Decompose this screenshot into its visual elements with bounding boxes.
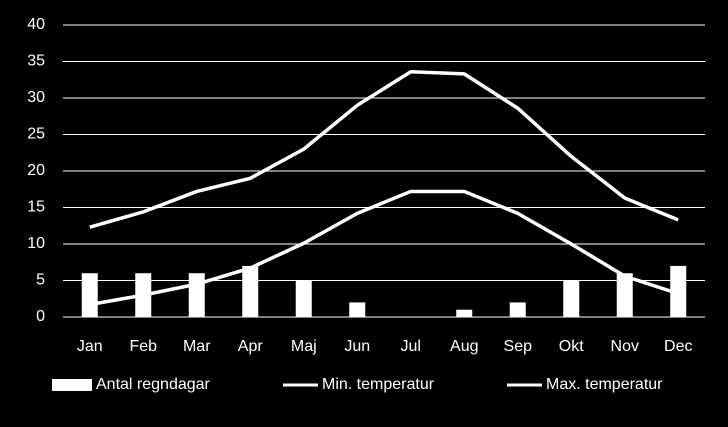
x-tick-label: Jun	[344, 338, 370, 355]
y-tick-label: 35	[27, 53, 45, 70]
x-tick-label: Feb	[129, 338, 157, 355]
x-tick-label: Maj	[291, 338, 317, 355]
bar	[188, 273, 205, 317]
x-tick-label: Nov	[611, 338, 639, 355]
bar	[616, 273, 633, 317]
bar	[242, 265, 259, 317]
y-tick-label: 40	[27, 16, 45, 33]
x-tick-label: Apr	[238, 338, 264, 355]
bar	[563, 280, 580, 317]
bar	[509, 302, 526, 317]
bar	[295, 280, 312, 317]
line	[89, 189, 679, 307]
y-tick-label: 0	[36, 308, 45, 325]
x-tick-label: Okt	[559, 338, 584, 355]
line	[89, 69, 679, 229]
bar	[81, 273, 98, 317]
bar	[349, 302, 366, 317]
y-tick-label: 20	[27, 162, 45, 179]
legend-label: Max. temperatur	[546, 376, 663, 393]
x-tick-label: Mar	[183, 338, 211, 355]
bar	[670, 265, 687, 317]
x-tick-label: Aug	[450, 338, 478, 355]
y-tick-label: 10	[27, 235, 45, 252]
y-tick-label: 5	[36, 272, 45, 289]
x-tick-label: Dec	[664, 338, 692, 355]
legend-label: Min. temperatur	[322, 376, 435, 393]
bar	[456, 309, 473, 317]
legend-swatch	[52, 379, 92, 391]
y-tick-label: 25	[27, 126, 45, 143]
legend-label: Antal regndagar	[96, 376, 211, 393]
x-tick-label: Jul	[401, 338, 421, 355]
x-tick-label: Jan	[77, 338, 103, 355]
x-tick-label: Sep	[504, 338, 533, 355]
y-tick-label: 30	[27, 89, 45, 106]
y-tick-label: 15	[27, 199, 45, 216]
